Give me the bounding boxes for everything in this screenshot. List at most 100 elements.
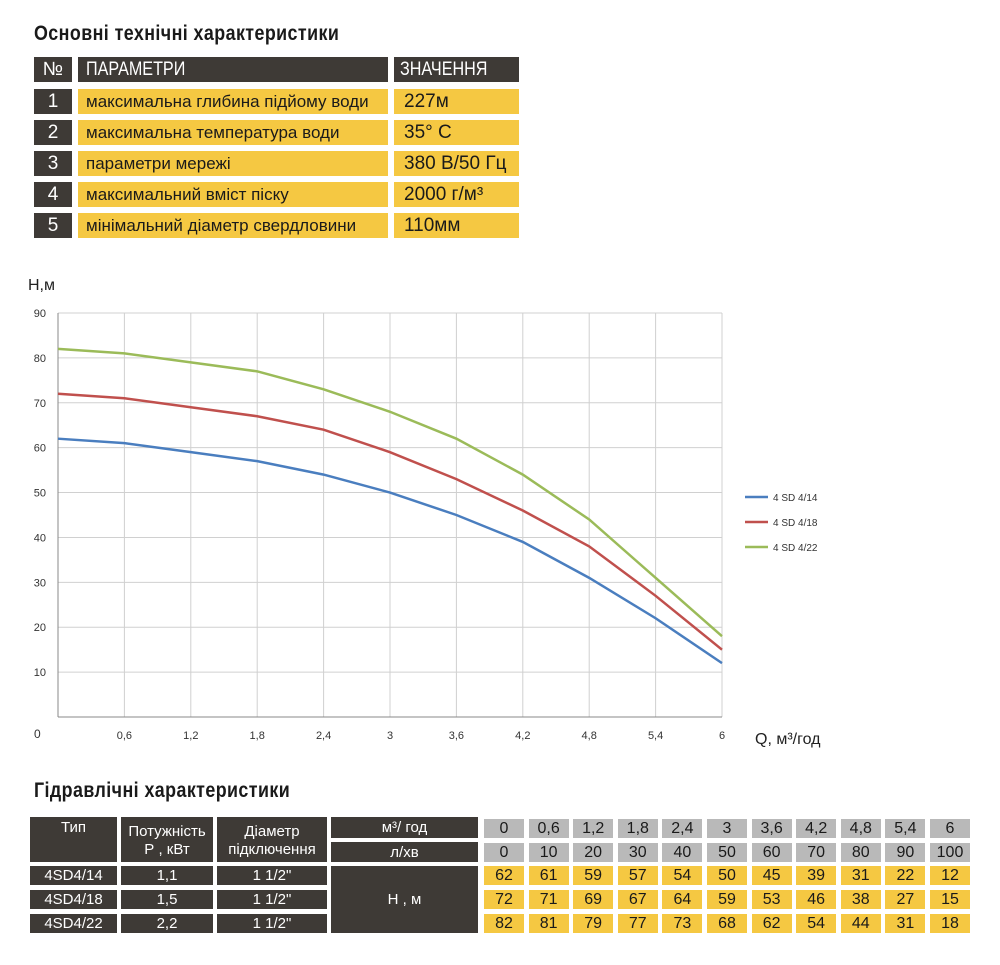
flow-m3-value: 4,8 [840,819,881,838]
header-diameter: Діаметр підключення [217,817,327,862]
row-value: 227м [394,89,519,114]
head-value: 15 [930,890,970,909]
x-tick-label: 4,8 [582,730,597,742]
y-tick-label: 60 [34,443,46,455]
header-flow-l: л/хв [331,842,478,862]
y-tick-label: 30 [34,577,46,589]
x-tick-label: 6 [719,730,725,742]
flow-m3-value: 6 [930,819,970,838]
head-value: 53 [751,890,792,909]
head-value: 31 [885,914,926,933]
head-value: 61 [528,866,569,885]
row-num: 4 [34,182,72,207]
x-tick-label: 3,6 [449,730,464,742]
flow-l-value: 10 [528,843,569,862]
y-tick-label: 10 [34,667,46,679]
x-tick-label: 4,2 [515,730,530,742]
model-diameter: 1 1/2" [217,866,327,885]
head-value: 67 [617,890,658,909]
model-diameter: 1 1/2" [217,890,327,909]
flow-m3-value: 3 [707,819,747,838]
header-param: ПАРАМЕТРИ [78,57,388,82]
row-param: максимальна температура води [78,120,388,145]
head-value: 72 [484,890,524,909]
head-value: 22 [885,866,926,885]
y-tick-label: 70 [34,398,46,410]
y-tick-label: 50 [34,488,46,500]
head-value: 57 [617,866,658,885]
y-tick-label: 80 [34,353,46,365]
head-value: 82 [484,914,524,933]
model-type: 4SD4/22 [30,914,117,933]
head-value: 45 [751,866,792,885]
head-value: 62 [751,914,792,933]
header-flow-m3: м³/ год [331,817,478,838]
head-value: 27 [885,890,926,909]
row-param: мінімальний діаметр свердловини [78,213,388,238]
flow-m3-value: 1,8 [617,819,658,838]
head-value: 38 [840,890,881,909]
row-value: 35° C [394,120,519,145]
y-axis-label: Н,м [28,277,55,294]
flow-l-value: 90 [885,843,926,862]
flow-l-value: 50 [707,843,747,862]
row-num: 5 [34,213,72,238]
flow-l-value: 100 [930,843,970,862]
flow-l-value: 30 [617,843,658,862]
head-flow-chart: 10 20 30 40 50 60 70 80 90 0 0,6 1,2 1,8 2,4 3 3,6 4,2 4,… [28,277,821,748]
series-line-2 [57,392,723,651]
header-head: Н , м [331,866,478,933]
y-tick-label: 20 [34,622,46,634]
x-tick-label: 1,8 [250,730,265,742]
head-value: 73 [662,914,703,933]
row-value: 380 В/50 Гц [394,151,519,176]
hydraulic-title: Гідравлічні характеристики [34,779,291,802]
model-type: 4SD4/18 [30,890,117,909]
model-power: 1,1 [121,866,213,885]
head-value: 18 [930,914,970,933]
head-value: 31 [840,866,881,885]
flow-l-value: 70 [796,843,837,862]
flow-m3-value: 4,2 [796,819,837,838]
head-value: 54 [662,866,703,885]
header-power: Потужність Р , кВт [121,817,213,862]
legend-label: 4 SD 4/18 [773,518,818,529]
flow-m3-value: 2,4 [662,819,703,838]
row-value: 2000 г/м³ [394,182,519,207]
row-num: 3 [34,151,72,176]
head-value: 54 [796,914,837,933]
row-param: максимальний вміст піску [78,182,388,207]
y-tick-label: 40 [34,532,46,544]
x-tick-label: 3 [387,730,393,742]
head-value: 79 [573,914,614,933]
head-value: 44 [840,914,881,933]
row-value: 110мм [394,213,519,238]
head-value: 12 [930,866,970,885]
x-tick-label: 0,6 [117,730,132,742]
series-line-1 [57,437,723,665]
head-value: 62 [484,866,524,885]
flow-m3-value: 0 [484,819,524,838]
row-param: параметри мережі [78,151,388,176]
head-value: 59 [707,890,747,909]
flow-l-value: 60 [751,843,792,862]
head-value: 81 [528,914,569,933]
x-tick-label: 1,2 [183,730,198,742]
model-power: 2,2 [121,914,213,933]
model-type: 4SD4/14 [30,866,117,885]
head-value: 69 [573,890,614,909]
flow-l-value: 40 [662,843,703,862]
model-power: 1,5 [121,890,213,909]
header-type: Тип [30,817,117,862]
spec-title: Основні технічні характеристики [34,22,340,45]
head-value: 77 [617,914,658,933]
x-axis-label: Q, м³/год [755,731,821,748]
y-tick-label: 90 [34,308,46,320]
model-diameter: 1 1/2" [217,914,327,933]
head-value: 59 [573,866,614,885]
series-line-3 [57,347,723,638]
head-value: 39 [796,866,837,885]
row-num: 1 [34,89,72,114]
header-num: № [34,57,72,82]
row-num: 2 [34,120,72,145]
